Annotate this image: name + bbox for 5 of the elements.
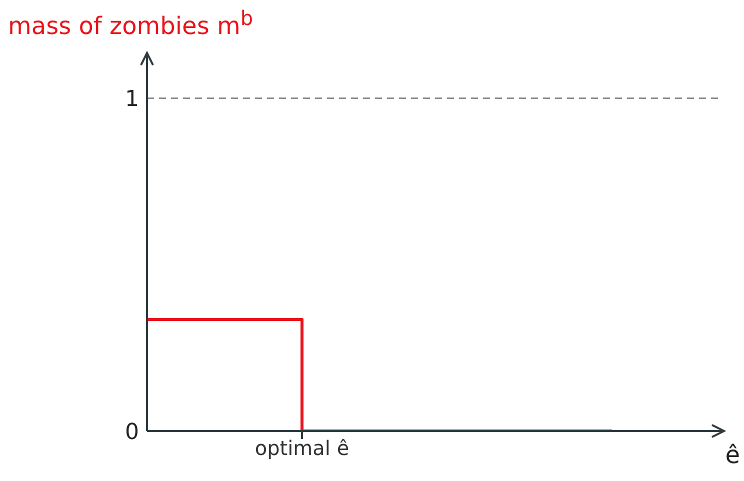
y-tick-label: 1 xyxy=(125,87,139,112)
y-tick-label: 0 xyxy=(125,420,139,445)
y-axis-title: mass of zombies m$^{b}$ xyxy=(8,6,254,40)
x-tick-label: optimal ê xyxy=(254,436,350,460)
x-axis-title: ê xyxy=(725,441,740,469)
